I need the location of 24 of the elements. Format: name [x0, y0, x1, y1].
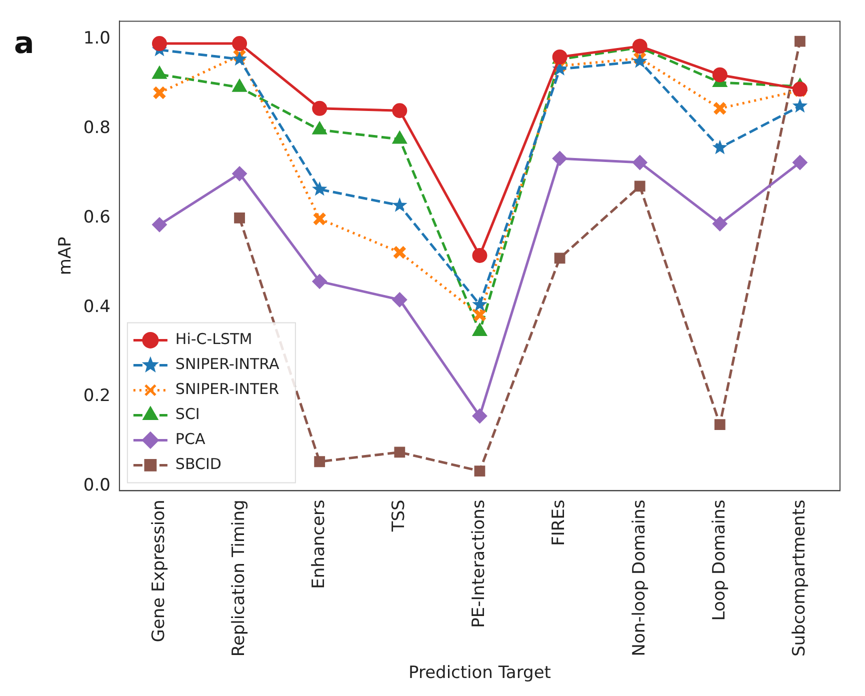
- x-tick-label: Subcompartments: [789, 500, 810, 657]
- x-tick-label: PE-Interactions: [469, 500, 490, 628]
- y-tick-label: 0.4: [83, 296, 110, 317]
- legend-label: SCI: [175, 405, 200, 424]
- legend-label: SBCID: [175, 455, 222, 474]
- y-axis-title: mAP: [56, 236, 76, 276]
- text: a: [14, 26, 34, 61]
- legend-label: SNIPER-INTER: [175, 380, 280, 398]
- y-tick-label: 0.6: [83, 207, 110, 228]
- x-tick-label: Replication Timing: [228, 500, 249, 657]
- legend-label: SNIPER-INTRA: [175, 355, 280, 374]
- legend-label: PCA: [175, 430, 206, 448]
- legend-label: Hi-C-LSTM: [175, 330, 252, 348]
- y-tick-label: 0.8: [83, 118, 110, 138]
- x-tick-label: Enhancers: [309, 500, 330, 589]
- y-tick-label: 0.0: [83, 476, 110, 496]
- y-tick-label: 1.0: [83, 28, 110, 49]
- x-tick-label: Loop Domains: [709, 500, 730, 621]
- x-tick-label: FIREs: [549, 500, 570, 546]
- x-axis-title: Prediction Target: [408, 663, 552, 684]
- x-tick-label: TSS: [389, 500, 410, 533]
- y-tick-label: 0.2: [83, 386, 110, 406]
- x-tick-label: Gene Expression: [148, 500, 169, 642]
- x-tick-label: Non-loop Domains: [629, 500, 650, 656]
